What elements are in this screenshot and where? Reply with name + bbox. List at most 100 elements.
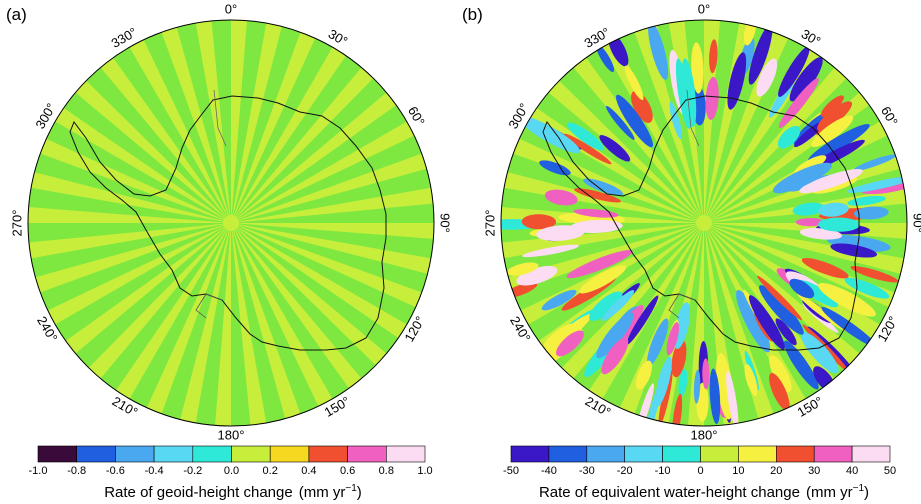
anomaly-streak xyxy=(648,21,669,80)
field-stripe xyxy=(31,40,231,223)
field-stripe xyxy=(231,20,297,223)
field-stripe xyxy=(231,55,434,223)
panel-a-coastline xyxy=(69,89,387,351)
longitude-label: 180° xyxy=(218,427,245,442)
colorbar-tick-label: -0.2 xyxy=(183,465,202,477)
panel-b-colorbar: -50 -40 -30 -20 -10 0 10 20 30 40 50 Rate of equiv… xyxy=(503,445,896,501)
field-stripe xyxy=(536,20,704,223)
colorbar-tick-label: 40 xyxy=(846,465,858,477)
colorbar-tick-label: -0.8 xyxy=(67,465,86,477)
field-stripe xyxy=(231,223,434,289)
anomaly-streak xyxy=(543,323,573,347)
anomaly-streak xyxy=(818,202,849,217)
anomaly-streak xyxy=(522,244,580,258)
panel-a-colorbar-title: Rate of geoid-height change (mm yr−1) xyxy=(104,483,362,501)
field-stripe xyxy=(504,40,704,223)
anomaly-streak xyxy=(818,217,860,232)
anomaly-streak xyxy=(655,356,672,408)
field-stripe xyxy=(165,223,231,426)
anomaly-streak xyxy=(759,285,804,335)
field-stripe xyxy=(231,134,434,223)
field-stripe xyxy=(501,202,704,223)
anomaly-streak xyxy=(693,369,701,404)
panel-a-map: (a) 0°30°60°90°120°150°180°210°240°270°3… xyxy=(6,1,453,501)
colorbar-swatch xyxy=(76,445,116,463)
anomaly-streak xyxy=(673,302,691,350)
anomaly-streak xyxy=(727,52,747,110)
panel-b-field xyxy=(501,20,907,426)
colorbar-tick-label: 50 xyxy=(884,465,896,477)
colorbar-swatch xyxy=(347,445,387,463)
anomaly-streak xyxy=(820,95,844,117)
anomaly-streak xyxy=(756,58,778,97)
anomaly-streak xyxy=(589,291,623,321)
field-stripe xyxy=(704,223,793,426)
colorbar-swatch xyxy=(37,445,78,463)
anomaly-streak xyxy=(800,331,839,374)
field-stripe xyxy=(123,223,231,426)
panel-a-map-border xyxy=(27,19,435,427)
field-stripe xyxy=(231,93,434,223)
anomaly-streak xyxy=(769,372,790,411)
colorbar-tick-label: 0.4 xyxy=(301,465,316,477)
colorbar-swatch xyxy=(851,445,891,463)
anomaly-streak xyxy=(516,265,558,286)
anomaly-streak xyxy=(783,340,819,390)
colorbar-swatch xyxy=(548,445,588,463)
colorbar-swatch xyxy=(738,445,777,463)
colorbar-swatch xyxy=(115,445,155,463)
longitude-label: 270° xyxy=(482,210,497,237)
field-stripe xyxy=(231,223,434,244)
colorbar-swatch xyxy=(192,445,232,463)
colorbar-tick-label: 30 xyxy=(808,465,820,477)
longitude-label: 90° xyxy=(911,213,921,233)
anomaly-streak xyxy=(678,368,688,397)
panel-a-colorbar-ticks: -1.0 -0.8 -0.6 -0.4 -0.2 0.0 0.2 0.4 0.6 0.8 1.0 xyxy=(29,465,433,477)
anomaly-streak xyxy=(757,275,802,321)
anomaly-streak xyxy=(744,364,758,396)
longitude-label: 270° xyxy=(9,210,24,237)
anomaly-streak xyxy=(853,154,897,172)
colorbar-swatch xyxy=(586,445,625,463)
field-stripe xyxy=(101,20,231,223)
field-stripe xyxy=(142,20,231,223)
anomaly-streak xyxy=(769,355,792,393)
anomaly-streak xyxy=(675,58,692,129)
panel-b-anomalies xyxy=(501,20,907,426)
anomaly-streak xyxy=(844,277,890,299)
field-stripe xyxy=(185,20,231,223)
field-stripe xyxy=(231,223,320,426)
field-stripe xyxy=(231,223,277,426)
field-stripe xyxy=(28,75,231,223)
field-stripe xyxy=(231,20,339,223)
field-stripe xyxy=(28,223,231,391)
anomaly-streak xyxy=(601,337,629,375)
anomaly-streak xyxy=(818,282,876,317)
colorbar-swatch xyxy=(700,445,739,463)
anomaly-streak xyxy=(789,278,815,299)
anomaly-streak xyxy=(817,101,853,131)
colorbar-swatch xyxy=(231,445,271,463)
anomaly-streak xyxy=(606,105,635,140)
panel-b-map-border xyxy=(500,19,908,427)
anomaly-streak xyxy=(544,189,578,206)
field-stripe xyxy=(231,223,434,371)
anomaly-streak xyxy=(702,358,710,390)
anomaly-streak xyxy=(631,90,653,123)
field-stripe xyxy=(521,223,704,423)
colorbar-tick-label: 0.6 xyxy=(340,465,355,477)
colorbar-tick-label: -50 xyxy=(503,465,519,477)
anomaly-streak xyxy=(624,65,644,101)
panel-b-colorbar-swatches xyxy=(510,445,891,463)
field-stripe xyxy=(704,223,907,289)
anomaly-streak xyxy=(709,368,721,425)
anomaly-streak xyxy=(691,42,704,94)
colorbar-tick-label: 20 xyxy=(770,465,782,477)
anomaly-streak xyxy=(666,322,680,356)
field-stripe xyxy=(231,20,379,223)
colorbar-swatch xyxy=(662,445,701,463)
anomaly-streak xyxy=(506,262,539,276)
anomaly-streak xyxy=(518,115,581,154)
anomaly-streak xyxy=(521,214,557,230)
